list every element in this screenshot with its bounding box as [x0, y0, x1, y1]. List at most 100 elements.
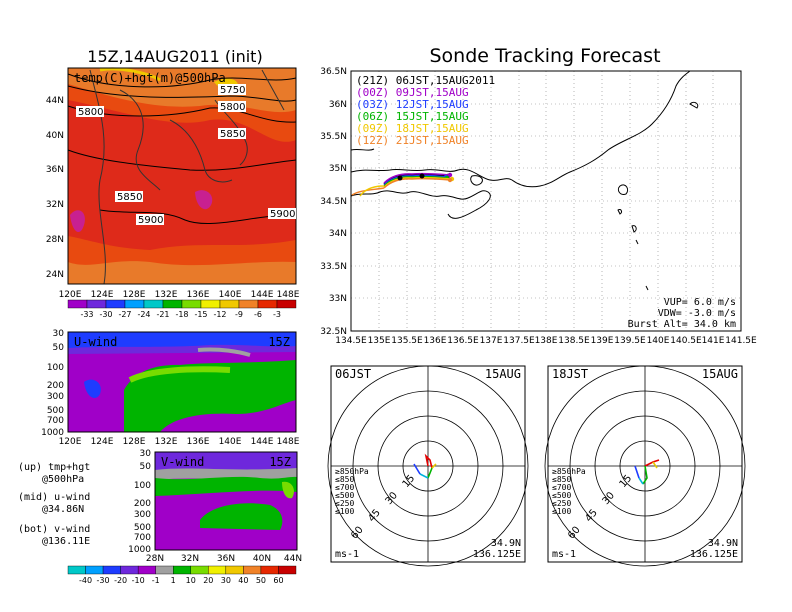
lat-tick: 36N: [329, 100, 347, 110]
level-legend: ≤500: [552, 491, 571, 500]
lon-tick: 134.5E: [335, 336, 367, 346]
v-wind-label: V-wind: [161, 455, 204, 469]
temp-scale-label: -9: [235, 310, 243, 319]
u-wind-section: U-wind 15Z 30 50 100 200 300 500 700 100…: [41, 329, 300, 447]
lat-tick: 36.5N: [320, 67, 347, 77]
lat-tick: 40N: [46, 131, 64, 141]
wind-color-scale: -40 -30 -20 -10 -1 1 10 20 30 40 50 60: [67, 565, 297, 585]
lat-tick: 32N: [46, 200, 64, 210]
lon-tick: 136.5E: [447, 336, 479, 346]
lon-tick: 140E: [219, 437, 242, 447]
lat-tick: 36N: [46, 165, 64, 175]
level-legend: ≤700: [552, 483, 571, 492]
temp-scale-swatch: [276, 299, 297, 309]
lon-tick: 148E: [277, 290, 300, 300]
wind-scale-label: -20: [114, 576, 127, 585]
wind-scale-swatch: [243, 565, 262, 575]
level-legend: ≤500: [335, 491, 354, 500]
legend-entry: (03Z) 12JST,15AUG: [356, 98, 469, 111]
lon-tick: 136E: [187, 437, 210, 447]
lat-tick: 28N: [146, 554, 164, 564]
pressure-tick: 100: [47, 363, 64, 373]
lat-tick: 40N: [253, 554, 271, 564]
pressure-tick: 300: [47, 392, 64, 402]
wind-scale-swatch: [137, 565, 156, 575]
temp-scale-label: -24: [137, 310, 150, 319]
hodograph-trace: [634, 465, 640, 479]
temp-scale-label: -30: [99, 310, 112, 319]
legend-entry: (09Z) 18JST,15AUG: [356, 122, 469, 135]
contour-label: 5850: [220, 129, 245, 140]
hodograph-lon: 136.125E: [690, 549, 738, 560]
contour-label: 5750: [220, 85, 245, 96]
temp-scale-label: -15: [194, 310, 207, 319]
wind-scale-label: 20: [203, 576, 213, 585]
hodograph-trace: [419, 473, 429, 479]
hodograph-trace: [413, 463, 421, 475]
lon-tick: 138.5E: [558, 336, 590, 346]
u-wind-label: U-wind: [74, 335, 117, 349]
hodograph-trace: [642, 465, 648, 485]
right-title: Sonde Tracking Forecast: [429, 45, 660, 67]
u-wind-time: 15Z: [268, 335, 290, 349]
wind-scale-swatch: [278, 565, 297, 575]
param-vup: VUP= 6.0 m/s: [664, 297, 736, 308]
wind-scale-label: -1: [152, 576, 160, 585]
level-legend: ≥850hPa: [552, 467, 586, 476]
flight-params: VUP= 6.0 m/s VDW= -3.0 m/s Burst Alt= 34…: [628, 297, 736, 330]
lat-tick: 44N: [46, 96, 64, 106]
pressure-tick: 500: [47, 406, 64, 416]
lon-tick: 124E: [91, 290, 114, 300]
wind-scale-swatch: [67, 565, 86, 575]
pressure-tick: 500: [134, 523, 151, 533]
wind-scale-swatch: [102, 565, 121, 575]
wind-scale-swatch: [155, 565, 174, 575]
lon-tick: 137E: [480, 336, 503, 346]
lat-tick: 33N: [329, 294, 347, 304]
lon-tick: 138E: [535, 336, 558, 346]
lon-tick: 148E: [277, 437, 300, 447]
temp-scale-label: -12: [213, 310, 226, 319]
pressure-tick: 1000: [41, 428, 64, 438]
hodograph-date: 15AUG: [702, 367, 738, 381]
lat-tick: 34N: [329, 229, 347, 239]
lon-tick: 136E: [187, 290, 210, 300]
temp-scale-swatch: [86, 299, 107, 309]
pressure-tick: 1000: [128, 545, 151, 555]
lon-tick: 136E: [424, 336, 447, 346]
lat-tick: 32N: [181, 554, 199, 564]
hodograph-trace: [427, 467, 433, 479]
temp-scale-label: -21: [156, 310, 169, 319]
temp-scale-label: -6: [254, 310, 262, 319]
track-endpoint: [397, 175, 403, 181]
wind-scale-swatch: [260, 565, 279, 575]
lon-tick: 141E: [702, 336, 725, 346]
wind-scale-label: 10: [186, 576, 196, 585]
temp-scale-swatch: [67, 299, 88, 309]
hodograph-unit: ms-1: [335, 549, 359, 560]
legend-entry: (06Z) 15JST,15AUG: [356, 110, 469, 123]
temp-scale-label: -33: [80, 310, 93, 319]
lat-tick: 44N: [284, 554, 302, 564]
contour-labels: 5750 5800 5800 5850 5850 5900 5900: [76, 84, 296, 226]
hodograph-trace: [638, 477, 644, 485]
legend-entry: (00Z) 09JST,15AUG: [356, 86, 469, 99]
hodograph-lon: 136.125E: [473, 549, 521, 560]
lat-tick: 35N: [329, 164, 347, 174]
hodograph-06jst: 06JST 15AUG15304560≥850hPa≤850≤700≤500≤25…: [327, 365, 529, 567]
track-endpoint: [447, 172, 453, 178]
temp-color-scale: -33 -30 -27 -24 -21 -18 -15 -12 -9 -6 -3: [67, 299, 297, 319]
contour-label: 5900: [270, 209, 295, 220]
wind-scale-swatch: [208, 565, 227, 575]
lon-tick: 141.5E: [725, 336, 757, 346]
pressure-tick: 50: [53, 343, 65, 353]
temp-scale-swatch: [219, 299, 240, 309]
hodograph-18jst: 18JST 15AUG15304560≥850hPa≤850≤700≤500≤25…: [544, 365, 746, 567]
note-line: @136.11E: [42, 536, 90, 547]
wind-scale-swatch: [190, 565, 209, 575]
lat-tick: 35.5N: [320, 132, 347, 142]
lon-tick: 139.5E: [614, 336, 646, 346]
level-legend: ≤250: [552, 499, 571, 508]
temp-scale-swatch: [181, 299, 202, 309]
